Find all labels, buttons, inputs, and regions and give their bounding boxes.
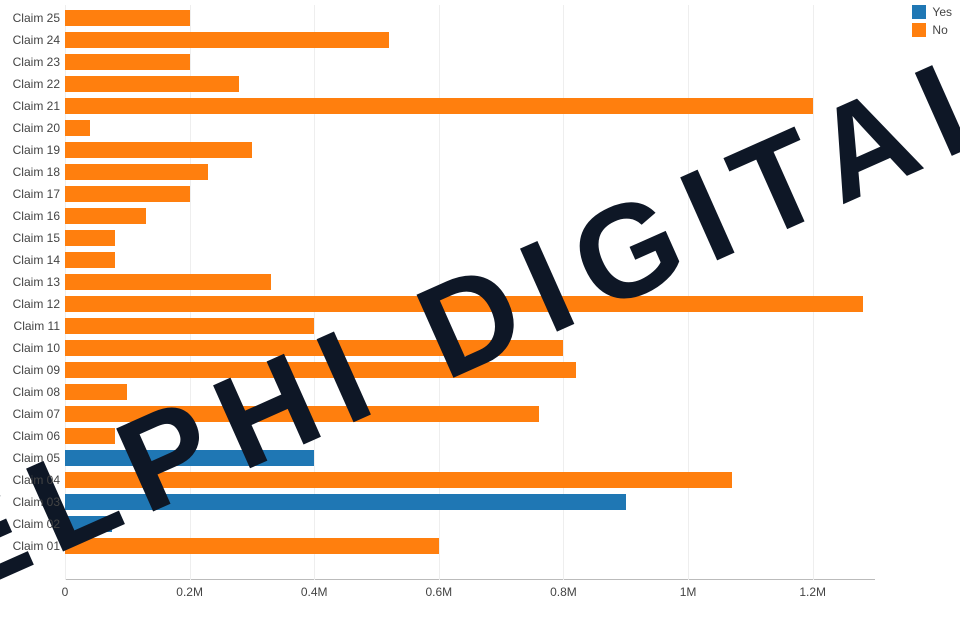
x-tick-label: 0.6M xyxy=(426,585,453,599)
plot-area xyxy=(65,5,875,580)
y-tick-label: Claim 11 xyxy=(0,315,60,337)
bar-no xyxy=(65,538,439,554)
y-tick-label: Claim 25 xyxy=(0,7,60,29)
bar-no xyxy=(65,296,863,312)
bar-no xyxy=(65,384,127,400)
y-tick-label: Claim 07 xyxy=(0,403,60,425)
y-tick-label: Claim 24 xyxy=(0,29,60,51)
legend-label: No xyxy=(932,23,947,37)
bar-no xyxy=(65,406,539,422)
bar-no xyxy=(65,340,563,356)
bar-no xyxy=(65,208,146,224)
x-tick-label: 1M xyxy=(680,585,697,599)
legend-item: No xyxy=(912,23,952,37)
y-tick-label: Claim 19 xyxy=(0,139,60,161)
bar-no xyxy=(65,274,271,290)
x-tick-label: 1.2M xyxy=(799,585,826,599)
bar-no xyxy=(65,252,115,268)
y-tick-label: Claim 15 xyxy=(0,227,60,249)
x-tick-label: 0.2M xyxy=(176,585,203,599)
x-tick-label: 0.4M xyxy=(301,585,328,599)
y-tick-label: Claim 05 xyxy=(0,447,60,469)
bar-yes xyxy=(65,494,626,510)
legend-swatch xyxy=(912,5,926,19)
bar-no xyxy=(65,76,239,92)
y-tick-label: Claim 14 xyxy=(0,249,60,271)
y-tick-label: Claim 18 xyxy=(0,161,60,183)
bar-no xyxy=(65,428,115,444)
y-tick-label: Claim 04 xyxy=(0,469,60,491)
legend: Yes No xyxy=(912,5,952,41)
x-axis-line xyxy=(65,579,875,580)
legend-item: Yes xyxy=(912,5,952,19)
gridline xyxy=(688,5,689,580)
bar-no xyxy=(65,54,190,70)
bar-no xyxy=(65,98,813,114)
claims-bar-chart: YesNo DELPHI DIGITAL xyxy=(0,0,960,617)
bar-no xyxy=(65,10,190,26)
y-tick-label: Claim 12 xyxy=(0,293,60,315)
bar-yes xyxy=(65,516,112,532)
x-tick-label: 0 xyxy=(62,585,69,599)
y-tick-label: Claim 21 xyxy=(0,95,60,117)
bar-no xyxy=(65,230,115,246)
y-tick-label: Claim 16 xyxy=(0,205,60,227)
legend-label: Yes xyxy=(932,5,952,19)
y-tick-label: Claim 10 xyxy=(0,337,60,359)
y-tick-label: Claim 13 xyxy=(0,271,60,293)
y-tick-label: Claim 03 xyxy=(0,491,60,513)
bar-no xyxy=(65,318,314,334)
y-tick-label: Claim 02 xyxy=(0,513,60,535)
y-tick-label: Claim 23 xyxy=(0,51,60,73)
bar-yes xyxy=(65,450,314,466)
bar-no xyxy=(65,472,732,488)
legend-swatch xyxy=(912,23,926,37)
bar-no xyxy=(65,362,576,378)
y-tick-label: Claim 09 xyxy=(0,359,60,381)
y-tick-label: Claim 08 xyxy=(0,381,60,403)
x-tick-label: 0.8M xyxy=(550,585,577,599)
bar-no xyxy=(65,164,208,180)
gridline xyxy=(813,5,814,580)
y-tick-label: Claim 06 xyxy=(0,425,60,447)
y-tick-label: Claim 17 xyxy=(0,183,60,205)
bar-no xyxy=(65,32,389,48)
y-tick-label: Claim 01 xyxy=(0,535,60,557)
y-tick-label: Claim 20 xyxy=(0,117,60,139)
bar-no xyxy=(65,186,190,202)
y-tick-label: Claim 22 xyxy=(0,73,60,95)
bar-no xyxy=(65,120,90,136)
bar-no xyxy=(65,142,252,158)
